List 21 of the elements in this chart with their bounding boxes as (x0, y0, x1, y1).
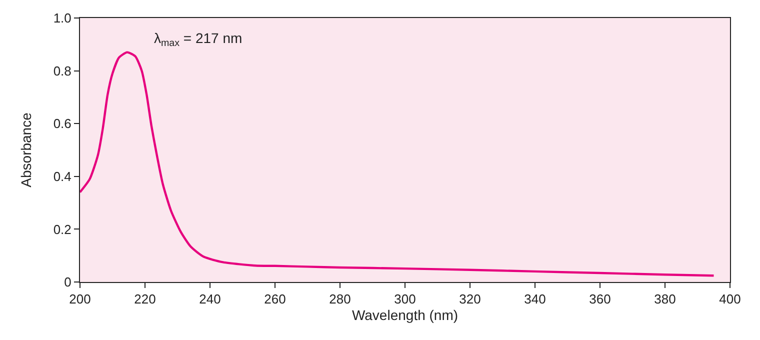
x-tick-label: 340 (524, 292, 546, 307)
x-tick-label: 220 (134, 292, 156, 307)
x-tick-label: 200 (69, 292, 91, 307)
x-tick-label: 300 (394, 292, 416, 307)
y-tick-label: 1.0 (53, 10, 72, 26)
x-tick-label: 240 (199, 292, 221, 307)
x-tick-label: 380 (654, 292, 676, 307)
y-tick-label: 0.6 (53, 116, 72, 132)
annotation: λ$_{max}$ = 217 nm (154, 30, 242, 49)
x-tick-label: 320 (459, 292, 481, 307)
y-tick-label: 0 (64, 274, 72, 290)
y-tick-label: 0.4 (53, 168, 72, 184)
x-tick-label: 360 (589, 292, 611, 307)
line-series (80, 51, 715, 277)
x-tick-label: 280 (329, 292, 351, 307)
y-tick-label: 0.8 (53, 63, 72, 78)
y-axis-title: Absorbance (18, 112, 34, 188)
x-tick-label: 400 (719, 292, 741, 307)
x-axis-title: Wavelength (nm) (352, 306, 458, 323)
y-tick-label: 0.2 (53, 222, 72, 237)
x-tick-label: 260 (264, 292, 286, 307)
